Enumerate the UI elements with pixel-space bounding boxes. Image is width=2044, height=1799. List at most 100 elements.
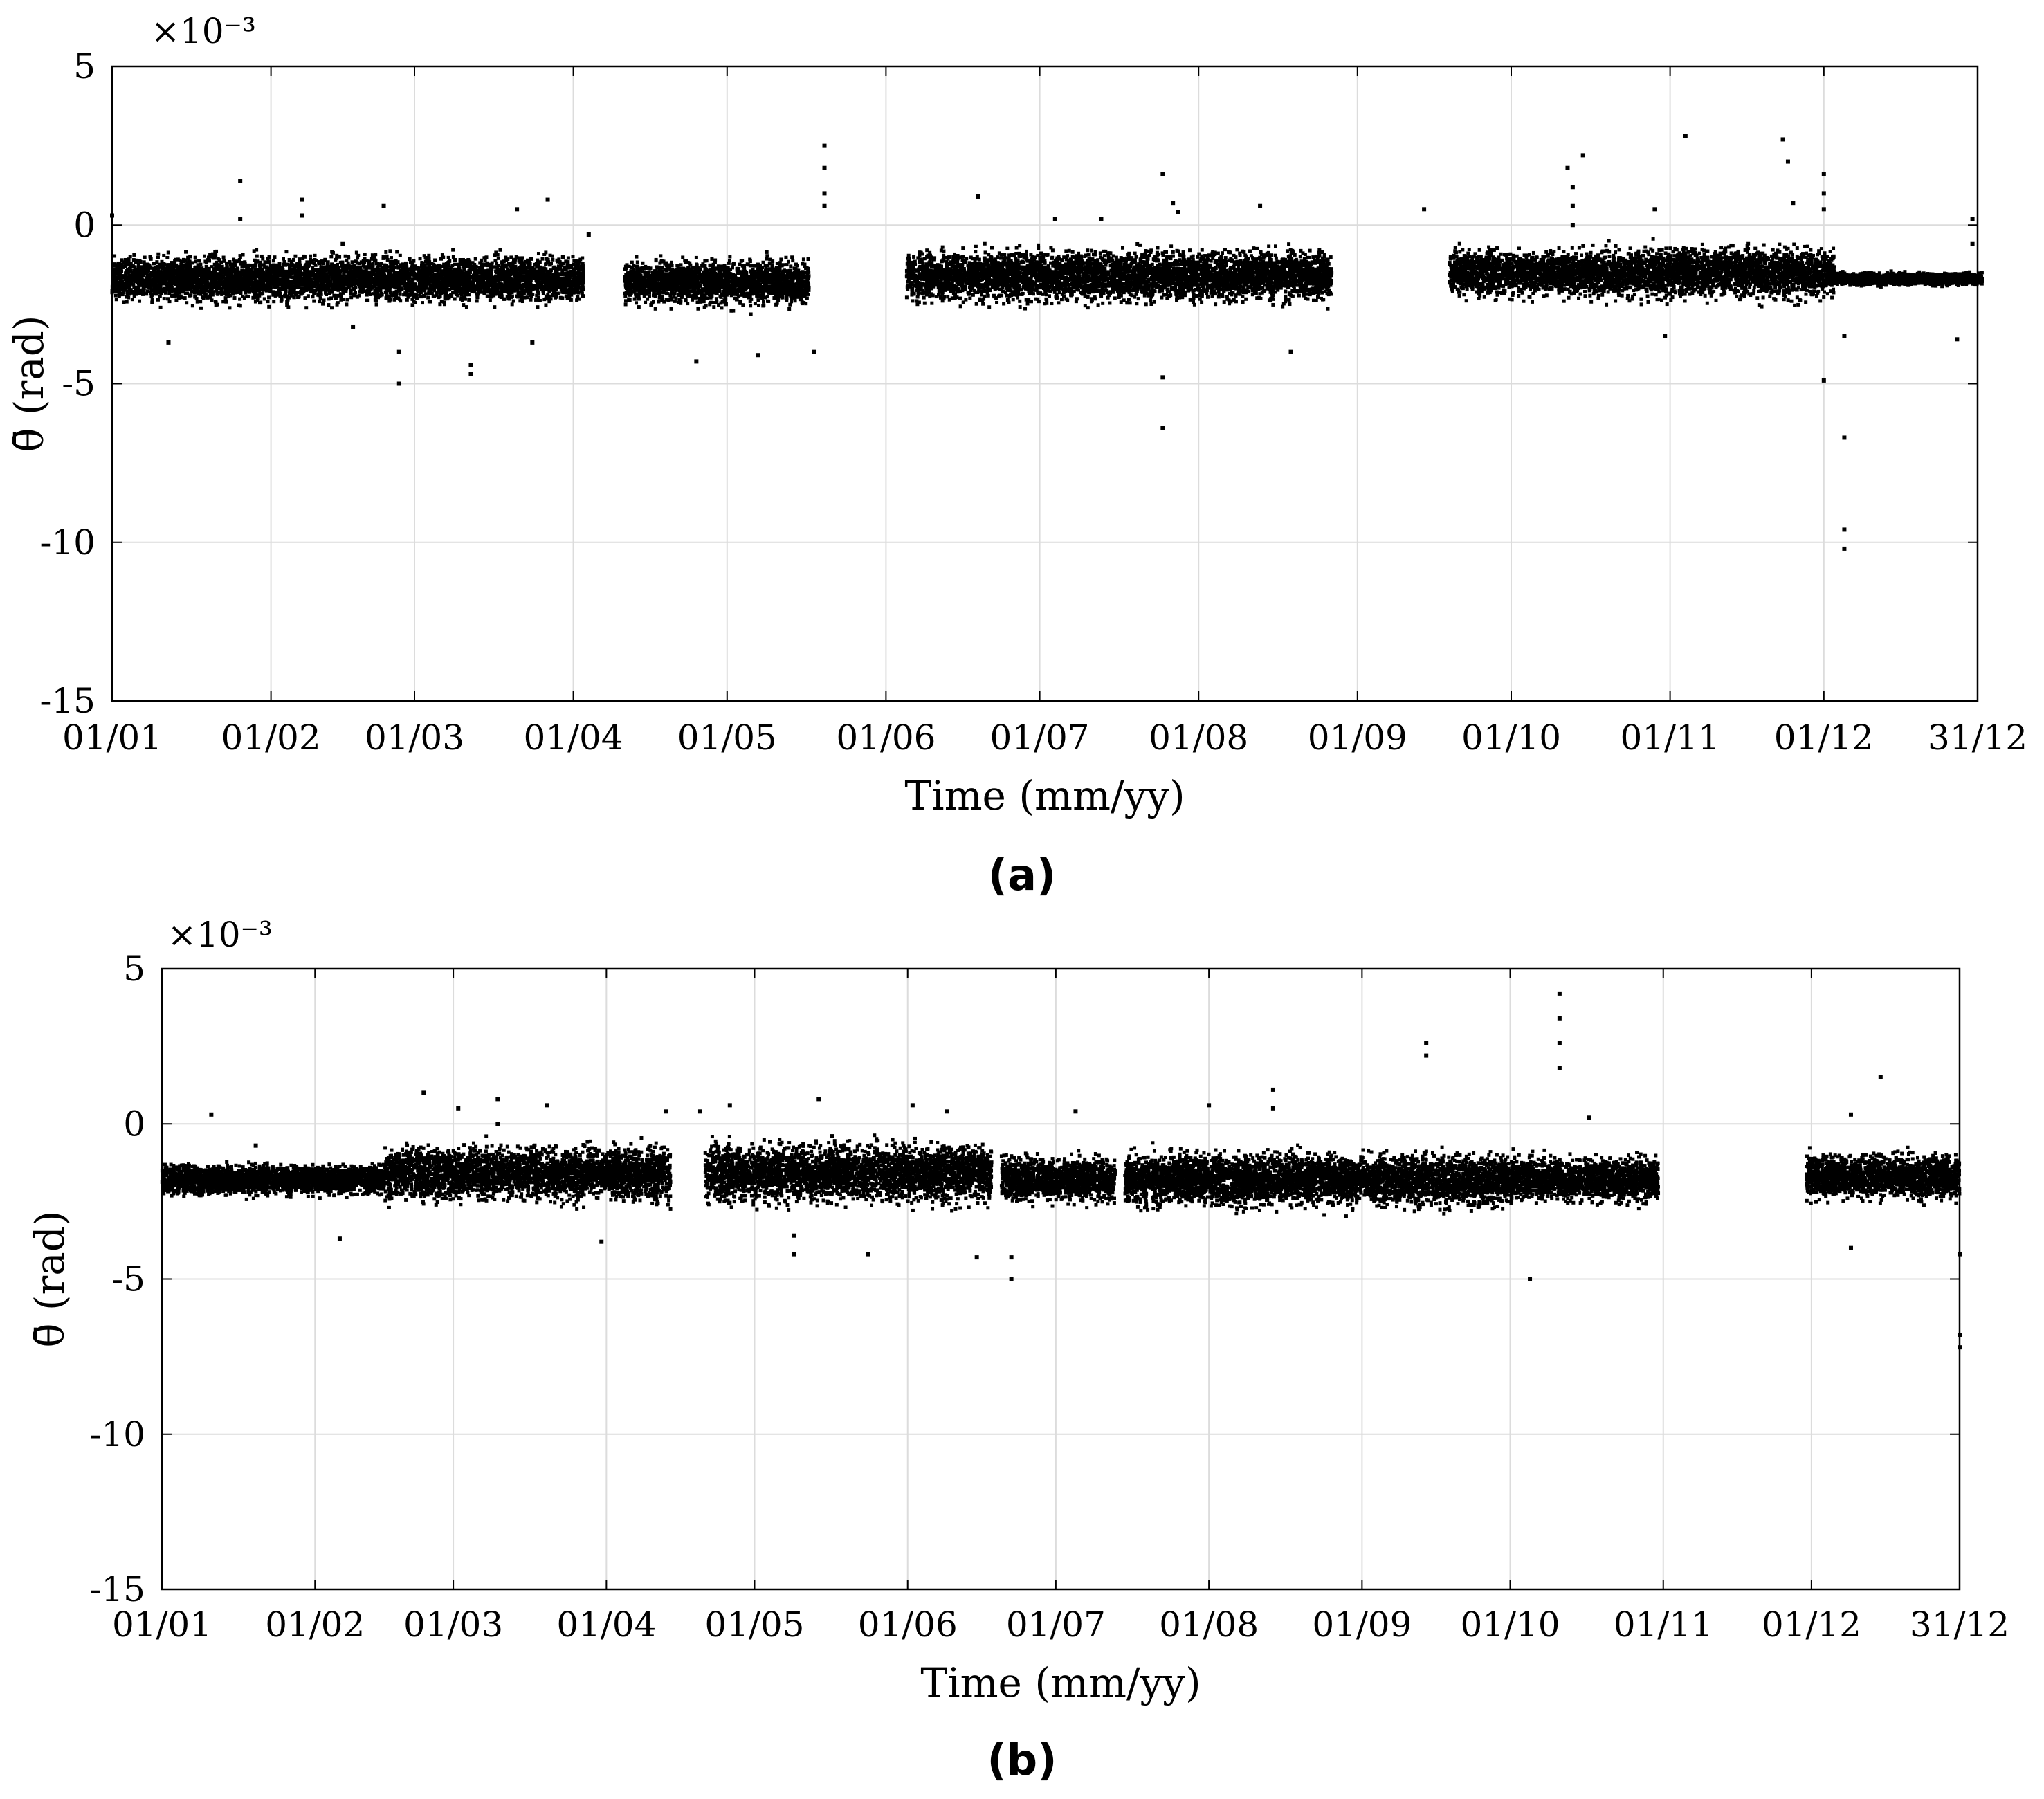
data-point [228, 306, 231, 309]
data-point [220, 293, 223, 296]
data-point [275, 271, 278, 274]
data-point [354, 286, 357, 289]
data-point [349, 284, 353, 287]
data-point [451, 248, 455, 252]
data-point [351, 275, 354, 278]
data-point [277, 289, 281, 292]
data-point [534, 273, 538, 277]
data-point [280, 295, 283, 298]
data-point [238, 287, 241, 291]
data-point [393, 298, 396, 302]
data-point [152, 271, 155, 275]
data-point [217, 257, 220, 261]
data-point [309, 290, 313, 293]
data-point [329, 264, 333, 268]
data-point [124, 258, 127, 262]
data-point [559, 296, 563, 300]
data-point [520, 273, 523, 277]
data-point [128, 286, 131, 290]
data-point [141, 279, 145, 282]
data-point [318, 285, 322, 289]
data-point [266, 300, 270, 303]
data-point [581, 289, 584, 293]
data-point [531, 275, 535, 279]
data-point [261, 268, 264, 272]
data-point [245, 295, 248, 298]
data-point [482, 278, 485, 282]
data-point [159, 306, 163, 309]
data-point [128, 282, 131, 286]
data-point [165, 277, 169, 281]
data-point [509, 255, 513, 259]
data-point [272, 300, 275, 303]
data-point [149, 255, 152, 259]
data-point [565, 291, 569, 294]
data-point [502, 284, 506, 288]
data-point [152, 284, 156, 288]
data-point [203, 255, 206, 258]
data-point [177, 275, 181, 279]
data-point [337, 280, 340, 284]
data-point [441, 282, 445, 286]
data-point [298, 257, 301, 261]
data-point [453, 263, 457, 266]
data-point [426, 262, 430, 266]
data-point [429, 300, 432, 304]
data-point [525, 273, 529, 276]
data-point [115, 298, 118, 301]
data-point [260, 255, 264, 258]
data-point [471, 261, 475, 264]
data-point [344, 289, 347, 293]
data-point [377, 268, 381, 271]
data-point [149, 291, 152, 294]
data-point [304, 306, 308, 309]
data-point [176, 294, 179, 298]
data-point [471, 283, 474, 286]
data-point [419, 273, 422, 277]
data-point [433, 259, 437, 262]
data-point [419, 257, 422, 260]
data-point [231, 293, 235, 296]
data-point [472, 274, 475, 277]
data-point [495, 277, 498, 281]
data-point [157, 266, 161, 269]
data-point [462, 297, 466, 300]
data-point [393, 266, 396, 269]
data-point [400, 286, 403, 290]
data-point [178, 267, 181, 271]
data-point [318, 300, 321, 303]
data-point [172, 294, 176, 298]
data-point [122, 300, 125, 304]
data-point [184, 268, 188, 271]
data-points [110, 134, 1984, 551]
data-point [536, 305, 539, 309]
data-point [354, 259, 358, 263]
data-point [223, 271, 226, 274]
data-point [457, 266, 461, 270]
data-point [265, 283, 268, 286]
data-point [361, 284, 365, 288]
data-point [544, 303, 547, 307]
data-point [326, 262, 329, 266]
data-point [321, 269, 325, 273]
data-point [194, 256, 197, 259]
data-point [141, 293, 145, 296]
data-point [497, 257, 500, 260]
data-point [283, 294, 286, 298]
data-point [568, 264, 572, 267]
data-point [258, 287, 262, 291]
data-point [299, 290, 302, 293]
data-point [336, 286, 339, 289]
data-point [540, 277, 544, 280]
data-point [333, 266, 336, 269]
data-point [557, 266, 560, 269]
data-point [544, 250, 547, 254]
data-point [214, 300, 217, 303]
data-point [556, 275, 560, 279]
data-point [149, 286, 152, 290]
data-point [444, 267, 448, 271]
data-point [197, 282, 201, 285]
data-point [374, 277, 377, 281]
data-point [574, 276, 577, 280]
data-point [113, 287, 116, 291]
